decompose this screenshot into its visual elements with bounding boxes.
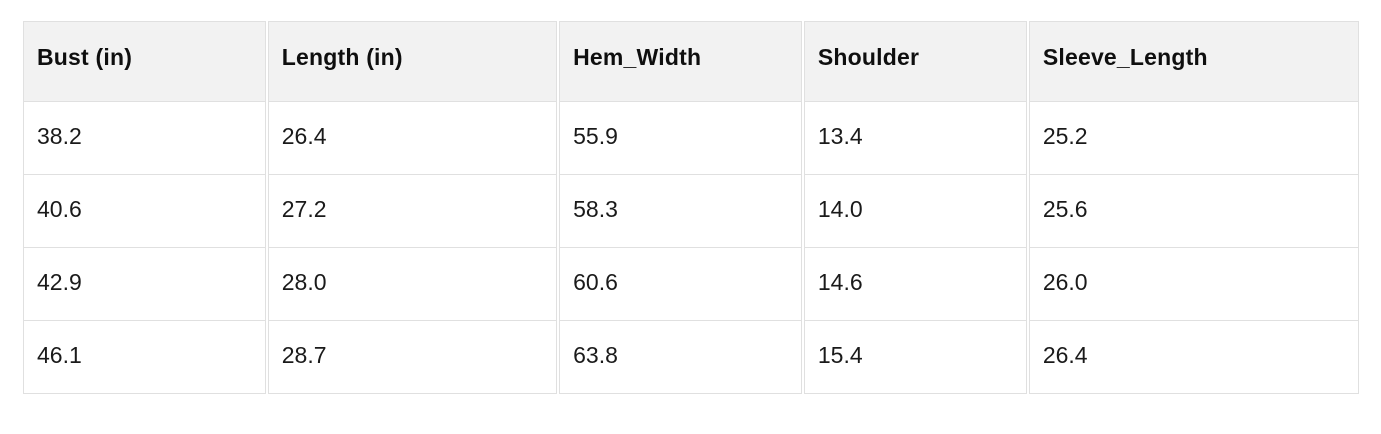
table-cell: 14.6 xyxy=(803,248,1027,321)
table-cell: 42.9 xyxy=(23,248,266,321)
table-header: Bust (in) Length (in) Hem_Width Shoulder Sle… xyxy=(23,21,1359,102)
table-row: 46.1 28.7 63.8 15.4 26.4 xyxy=(23,321,1359,394)
table-cell: 26.4 xyxy=(1028,321,1359,394)
table-cell: 26.4 xyxy=(267,102,558,175)
column-header-bust-in: Bust (in) xyxy=(23,21,266,102)
table-row: 40.6 27.2 58.3 14.0 25.6 xyxy=(23,175,1359,248)
column-header-length-in: Length (in) xyxy=(267,21,558,102)
column-header-shoulder: Shoulder xyxy=(803,21,1027,102)
table-body: 38.2 26.4 55.9 13.4 25.2 40.6 27.2 58.3 14.0 25.6… xyxy=(23,102,1359,394)
table-cell: 25.6 xyxy=(1028,175,1359,248)
table-cell: 60.6 xyxy=(559,248,802,321)
table-cell: 14.0 xyxy=(803,175,1027,248)
table-row: 38.2 26.4 55.9 13.4 25.2 xyxy=(23,102,1359,175)
table-cell: 13.4 xyxy=(803,102,1027,175)
header-row: Bust (in) Length (in) Hem_Width Shoulder Sle… xyxy=(23,21,1359,102)
table-cell: 26.0 xyxy=(1028,248,1359,321)
table-cell: 40.6 xyxy=(23,175,266,248)
table-cell: 27.2 xyxy=(267,175,558,248)
table-container: Bust (in) Length (in) Hem_Width Shoulder Sle… xyxy=(21,21,1361,394)
table-cell: 55.9 xyxy=(559,102,802,175)
size-measurement-table: Bust (in) Length (in) Hem_Width Shoulder Sle… xyxy=(21,21,1361,394)
table-row: 42.9 28.0 60.6 14.6 26.0 xyxy=(23,248,1359,321)
table-cell: 46.1 xyxy=(23,321,266,394)
table-cell: 58.3 xyxy=(559,175,802,248)
table-cell: 28.7 xyxy=(267,321,558,394)
table-cell: 38.2 xyxy=(23,102,266,175)
column-header-hem-width: Hem_Width xyxy=(559,21,802,102)
table-cell: 28.0 xyxy=(267,248,558,321)
table-cell: 25.2 xyxy=(1028,102,1359,175)
column-header-sleeve-length: Sleeve_Length xyxy=(1028,21,1359,102)
table-cell: 63.8 xyxy=(559,321,802,394)
table-cell: 15.4 xyxy=(803,321,1027,394)
